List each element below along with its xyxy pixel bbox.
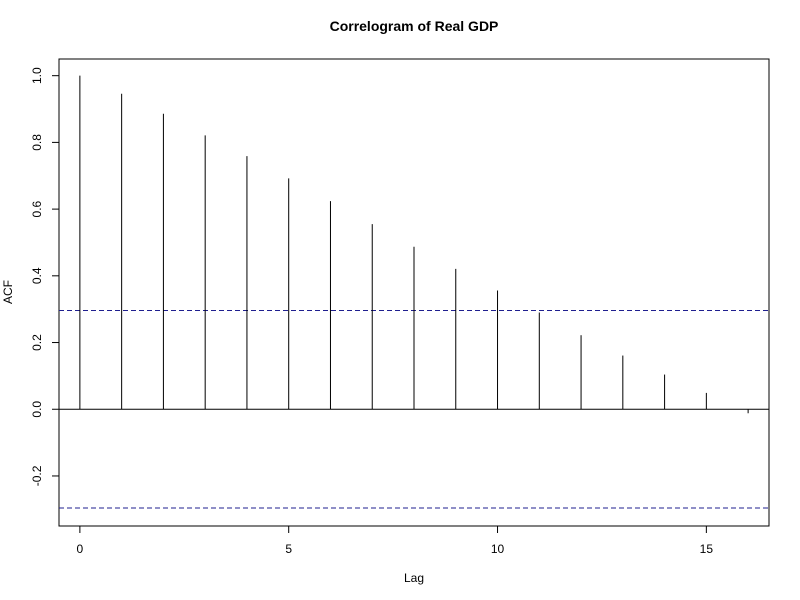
- y-axis-label: ACF: [1, 280, 15, 304]
- x-tick-label: 5: [285, 542, 292, 556]
- plot-area: 0 5 10 15 -0.2 0.0 0.2 0.4 0.6 0.8 1.0: [30, 67, 769, 556]
- y-tick-label: 1.0: [30, 67, 44, 84]
- x-axis-label: Lag: [404, 571, 424, 585]
- x-tick-label: 10: [491, 542, 505, 556]
- y-tick-label: 0.0: [30, 401, 44, 418]
- y-tick-label: 0.6: [30, 200, 44, 217]
- y-tick-label: 0.4: [30, 267, 44, 284]
- y-tick-label: 0.2: [30, 334, 44, 351]
- chart-title: Correlogram of Real GDP: [330, 18, 499, 34]
- y-tick-label: -0.2: [30, 465, 44, 486]
- x-tick-label: 15: [700, 542, 714, 556]
- x-tick-label: 0: [77, 542, 84, 556]
- plot-frame: [58, 58, 770, 527]
- y-tick-label: 0.8: [30, 134, 44, 151]
